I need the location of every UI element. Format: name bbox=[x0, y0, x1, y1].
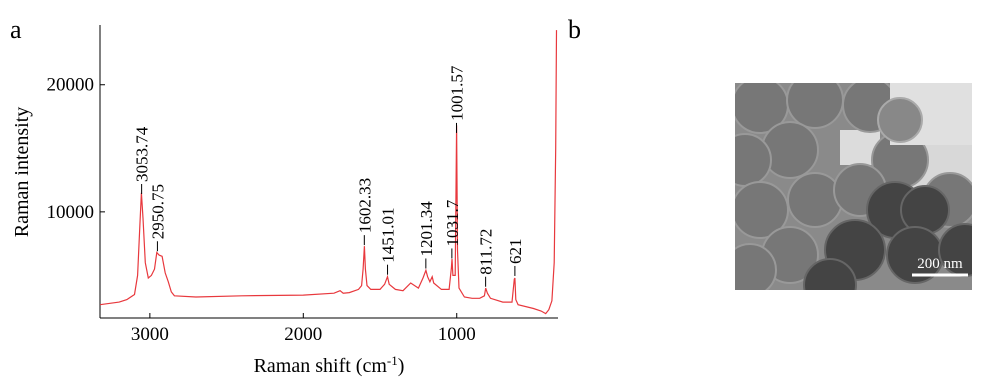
x-axis-label: Raman shift (cm-1) bbox=[254, 353, 405, 377]
panel-label: b bbox=[568, 15, 581, 44]
x-tick-label: 2000 bbox=[284, 324, 322, 345]
peak-label: 1031.7 bbox=[443, 199, 462, 246]
y-tick-label: 10000 bbox=[47, 202, 95, 223]
peak-label: 3053.74 bbox=[133, 126, 152, 182]
x-label-part: Raman shift (cm bbox=[254, 355, 388, 377]
peak-label: 811.72 bbox=[477, 229, 496, 275]
peak-label: 1001.57 bbox=[447, 65, 466, 121]
peak-label: 1201.34 bbox=[417, 201, 436, 257]
x-label-sup: -1 bbox=[387, 353, 398, 368]
peak-label: 1451.01 bbox=[379, 207, 398, 262]
scale-bar-label: 200 nm bbox=[917, 256, 963, 272]
panel-label: a bbox=[10, 15, 22, 44]
tem-image: 200 nm bbox=[719, 70, 991, 311]
peak-label: 1602.33 bbox=[355, 178, 374, 233]
peak-label: 2950.75 bbox=[148, 184, 167, 239]
peak-label: 621 bbox=[506, 238, 525, 264]
figure: a b Raman intensity Raman shift (cm-1) 2… bbox=[0, 0, 993, 381]
y-tick-label: 20000 bbox=[47, 75, 95, 96]
x-tick-label: 3000 bbox=[131, 324, 169, 345]
x-label-part: ) bbox=[398, 355, 405, 377]
x-tick-label: 1000 bbox=[438, 324, 476, 345]
y-axis-label: Raman intensity bbox=[11, 107, 33, 238]
